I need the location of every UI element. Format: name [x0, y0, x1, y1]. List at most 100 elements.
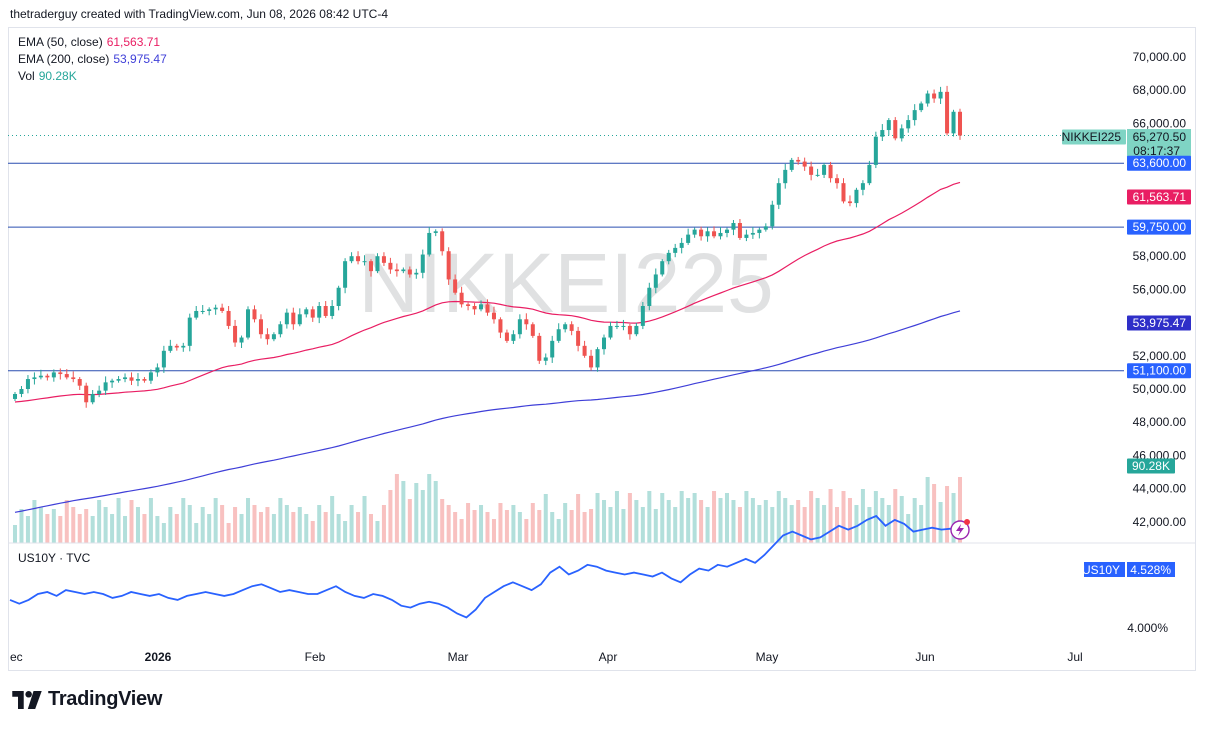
- candle-body[interactable]: [433, 231, 438, 233]
- volume-bar[interactable]: [731, 500, 736, 543]
- candle-body[interactable]: [291, 312, 296, 325]
- volume-bar[interactable]: [25, 516, 30, 543]
- volume-bar[interactable]: [161, 523, 166, 543]
- volume-bar[interactable]: [110, 514, 115, 543]
- volume-bar[interactable]: [524, 519, 529, 543]
- hline-tag-63600[interactable]: 63,600.00: [1127, 155, 1191, 171]
- candle-body[interactable]: [653, 274, 658, 288]
- volume-bar[interactable]: [912, 498, 917, 543]
- candle-body[interactable]: [809, 166, 814, 175]
- volume-bar[interactable]: [330, 496, 335, 543]
- hline-tag-51100[interactable]: 51,100.00: [1127, 363, 1191, 379]
- candle-body[interactable]: [110, 380, 115, 383]
- candle-body[interactable]: [854, 189, 859, 204]
- candle-body[interactable]: [750, 232, 755, 235]
- candle-body[interactable]: [84, 385, 89, 403]
- volume-bar[interactable]: [608, 507, 613, 543]
- volume-bar[interactable]: [634, 500, 639, 543]
- candle-body[interactable]: [252, 309, 257, 320]
- candle-body[interactable]: [459, 292, 464, 305]
- volume-bar[interactable]: [543, 494, 548, 543]
- candle-body[interactable]: [103, 382, 108, 391]
- candle-body[interactable]: [556, 329, 561, 341]
- volume-bar[interactable]: [589, 509, 594, 543]
- volume-bar[interactable]: [343, 521, 348, 543]
- candle-body[interactable]: [271, 334, 276, 340]
- candle-body[interactable]: [45, 375, 50, 378]
- volume-bar[interactable]: [64, 500, 69, 543]
- volume-bar[interactable]: [181, 498, 186, 543]
- volume-bar[interactable]: [459, 519, 464, 543]
- volume-bar[interactable]: [187, 505, 192, 543]
- volume-bar[interactable]: [627, 493, 632, 543]
- candle-body[interactable]: [388, 262, 393, 270]
- volume-bar[interactable]: [368, 514, 373, 543]
- candle-body[interactable]: [226, 310, 231, 326]
- volume-bar[interactable]: [491, 519, 496, 543]
- candle-body[interactable]: [207, 309, 212, 311]
- volume-bar[interactable]: [776, 491, 781, 543]
- volume-bar[interactable]: [938, 502, 943, 543]
- volume-bar[interactable]: [828, 489, 833, 543]
- volume-bar[interactable]: [304, 514, 309, 543]
- volume-bar[interactable]: [381, 505, 386, 543]
- volume-bar[interactable]: [291, 512, 296, 543]
- volume-bar[interactable]: [388, 490, 393, 543]
- volume-bar[interactable]: [511, 505, 516, 543]
- candle-body[interactable]: [621, 325, 626, 327]
- volume-bar[interactable]: [750, 498, 755, 543]
- volume-bar[interactable]: [323, 512, 328, 543]
- volume-bar[interactable]: [226, 523, 231, 543]
- candle-body[interactable]: [25, 379, 30, 389]
- candle-body[interactable]: [731, 223, 736, 230]
- candle-body[interactable]: [673, 247, 678, 253]
- volume-bar[interactable]: [550, 512, 555, 543]
- volume-bar[interactable]: [724, 493, 729, 543]
- candle-body[interactable]: [835, 178, 840, 184]
- candle-body[interactable]: [770, 204, 775, 227]
- candle-body[interactable]: [356, 256, 361, 262]
- volume-bar[interactable]: [563, 503, 568, 543]
- sub-pane-title[interactable]: US10Y · TVC: [18, 551, 91, 565]
- candle-body[interactable]: [660, 261, 665, 275]
- volume-bar[interactable]: [737, 507, 742, 543]
- candle-body[interactable]: [304, 309, 309, 315]
- candle-body[interactable]: [381, 256, 386, 263]
- volume-bar[interactable]: [297, 507, 302, 543]
- volume-bar[interactable]: [356, 512, 361, 543]
- volume-bar[interactable]: [466, 503, 471, 543]
- volume-bar[interactable]: [504, 510, 509, 543]
- volume-bar[interactable]: [155, 516, 160, 543]
- candle-body[interactable]: [174, 345, 179, 348]
- volume-bar[interactable]: [58, 516, 63, 543]
- volume-bar[interactable]: [835, 507, 840, 543]
- candle-body[interactable]: [563, 324, 568, 330]
- candle-body[interactable]: [841, 183, 846, 202]
- ema200-line[interactable]: [14, 310, 961, 513]
- volume-bar[interactable]: [860, 489, 865, 543]
- candle-body[interactable]: [640, 306, 645, 326]
- volume-bar[interactable]: [925, 477, 930, 543]
- hline-tag-59750[interactable]: 59,750.00: [1127, 219, 1191, 235]
- candle-body[interactable]: [330, 306, 335, 316]
- volume-bar[interactable]: [718, 498, 723, 543]
- candle-body[interactable]: [737, 223, 742, 238]
- lightning-icon[interactable]: [950, 519, 970, 540]
- candle-body[interactable]: [317, 306, 322, 318]
- volume-bar[interactable]: [433, 481, 438, 543]
- volume-bar[interactable]: [116, 498, 121, 543]
- candle-body[interactable]: [692, 229, 697, 235]
- candle-body[interactable]: [239, 337, 244, 343]
- candle-body[interactable]: [323, 306, 328, 316]
- volume-bar[interactable]: [705, 507, 710, 543]
- volume-bar[interactable]: [440, 499, 445, 543]
- volume-bar[interactable]: [123, 516, 128, 543]
- candle-body[interactable]: [847, 201, 852, 204]
- volume-bar[interactable]: [135, 507, 140, 543]
- candle-body[interactable]: [278, 324, 283, 335]
- volume-bar[interactable]: [103, 507, 108, 543]
- candle-body[interactable]: [699, 229, 704, 237]
- candle-body[interactable]: [362, 261, 367, 263]
- volume-bar[interactable]: [77, 514, 82, 543]
- volume-bar[interactable]: [200, 507, 205, 543]
